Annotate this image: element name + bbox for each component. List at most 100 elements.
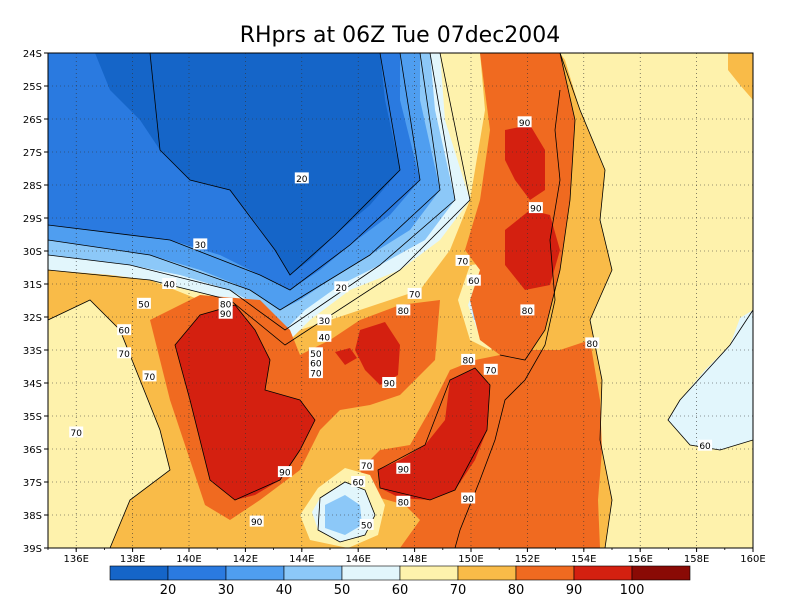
y-tick-label: 29S bbox=[23, 214, 42, 225]
contour-label: 80 bbox=[396, 304, 411, 317]
contour-label: 90 bbox=[382, 377, 397, 390]
contour-label: 90 bbox=[528, 202, 543, 215]
contour-label: 90 bbox=[461, 492, 476, 505]
svg-text:70: 70 bbox=[409, 290, 421, 300]
svg-text:80: 80 bbox=[398, 498, 410, 508]
colorbar-label: 20 bbox=[160, 583, 177, 598]
contour-label: 70 bbox=[483, 363, 498, 376]
colorbar-swatch bbox=[283, 565, 343, 581]
contour-label: 30 bbox=[317, 314, 332, 327]
svg-text:90: 90 bbox=[519, 119, 531, 129]
colorbar-swatch bbox=[631, 565, 691, 581]
contour-lines bbox=[48, 53, 753, 548]
svg-text:70: 70 bbox=[485, 366, 497, 376]
x-tick-label: 158E bbox=[684, 554, 709, 565]
svg-text:50: 50 bbox=[138, 300, 150, 310]
contour-label: 70 bbox=[117, 347, 132, 360]
colorbar-swatch bbox=[167, 565, 227, 581]
contour-label: 90 bbox=[517, 116, 532, 129]
contour-label: 70 bbox=[407, 287, 422, 300]
y-tick-label: 37S bbox=[23, 478, 42, 489]
svg-text:50: 50 bbox=[361, 521, 373, 531]
contour-label: 70 bbox=[69, 426, 84, 439]
colorbar-swatch bbox=[515, 565, 575, 581]
x-tick-label: 156E bbox=[627, 554, 652, 565]
svg-text:90: 90 bbox=[220, 310, 232, 320]
plot-area: 2020304050607070708090304050607080709090… bbox=[23, 49, 766, 565]
y-tick-label: 36S bbox=[23, 445, 42, 456]
contour-label: 50 bbox=[359, 518, 374, 531]
y-tick-label: 27S bbox=[23, 148, 42, 159]
svg-text:20: 20 bbox=[336, 284, 348, 294]
x-tick-label: 160E bbox=[740, 554, 765, 565]
contour-label: 90 bbox=[249, 515, 264, 528]
svg-text:90: 90 bbox=[530, 205, 542, 215]
contour-label: 60 bbox=[351, 476, 366, 489]
svg-text:80: 80 bbox=[522, 307, 534, 317]
chart-title: RHprs at 06Z Tue 07dec2004 bbox=[240, 23, 561, 48]
x-tick-label: 146E bbox=[345, 554, 370, 565]
colorbar-swatch bbox=[109, 565, 169, 581]
contour-label: 70 bbox=[142, 370, 157, 383]
contour-label: 80 bbox=[585, 337, 600, 350]
colorbar-label: 30 bbox=[218, 583, 235, 598]
field-90-100-c bbox=[335, 348, 357, 365]
svg-text:90: 90 bbox=[251, 518, 263, 528]
colorbar-label: 100 bbox=[620, 583, 645, 598]
x-tick-label: 144E bbox=[289, 554, 314, 565]
svg-text:40: 40 bbox=[164, 281, 176, 291]
svg-text:40: 40 bbox=[319, 333, 331, 343]
contour-label: 90 bbox=[218, 307, 233, 320]
contour-label: 90 bbox=[396, 462, 411, 475]
y-tick-label: 39S bbox=[23, 544, 42, 555]
colorbar-swatch bbox=[399, 565, 459, 581]
contour-label: 90 bbox=[277, 466, 292, 479]
x-tick-label: 138E bbox=[120, 554, 145, 565]
colorbar-label: 90 bbox=[566, 583, 583, 598]
svg-text:90: 90 bbox=[383, 380, 395, 390]
contour-label: 70 bbox=[455, 254, 470, 267]
svg-text:60: 60 bbox=[118, 327, 130, 337]
field-50-60-east bbox=[668, 310, 753, 450]
field-10-20 bbox=[95, 53, 400, 275]
field-60-70-west bbox=[48, 300, 170, 548]
contour-label: 60 bbox=[308, 357, 323, 370]
y-axis: 24S 25S 26S 27S 28S 29S 30S 31S 32S 33S 34S 35S 36S 3… bbox=[23, 49, 48, 555]
contour-label: 70 bbox=[359, 459, 374, 472]
contour-label: 30 bbox=[193, 238, 208, 251]
svg-text:80: 80 bbox=[220, 300, 232, 310]
contour-label: 60 bbox=[117, 324, 132, 337]
svg-text:90: 90 bbox=[462, 495, 474, 505]
x-tick-label: 148E bbox=[402, 554, 427, 565]
svg-text:50: 50 bbox=[310, 350, 322, 360]
plot-frame bbox=[47, 52, 754, 549]
contour-label: 70 bbox=[308, 367, 323, 380]
field-90-100-f bbox=[505, 210, 560, 290]
y-tick-label: 32S bbox=[23, 313, 42, 324]
contour-label: 50 bbox=[308, 347, 323, 360]
colorbar-label: 50 bbox=[334, 583, 351, 598]
y-tick-label: 30S bbox=[23, 247, 42, 258]
y-tick-label: 34S bbox=[23, 379, 42, 390]
contour-label: 80 bbox=[461, 353, 476, 366]
svg-text:70: 70 bbox=[310, 370, 322, 380]
field-70-80-ne bbox=[728, 53, 753, 100]
svg-text:70: 70 bbox=[457, 257, 469, 267]
svg-text:80: 80 bbox=[462, 356, 474, 366]
x-tick-label: 154E bbox=[571, 554, 596, 565]
y-tick-label: 24S bbox=[23, 49, 42, 60]
x-tick-label: 152E bbox=[515, 554, 540, 565]
svg-text:20: 20 bbox=[296, 175, 308, 185]
svg-text:60: 60 bbox=[352, 479, 364, 489]
field-90-100-b bbox=[355, 322, 400, 385]
colorbar-label: 60 bbox=[392, 583, 409, 598]
x-tick-label: 136E bbox=[63, 554, 88, 565]
y-tick-label: 35S bbox=[23, 412, 42, 423]
field-90-100-e bbox=[505, 125, 545, 200]
colorbar-swatch bbox=[225, 565, 285, 581]
x-tick-label: 150E bbox=[458, 554, 483, 565]
svg-text:70: 70 bbox=[118, 350, 130, 360]
svg-text:90: 90 bbox=[279, 469, 291, 479]
gridlines bbox=[48, 53, 753, 548]
